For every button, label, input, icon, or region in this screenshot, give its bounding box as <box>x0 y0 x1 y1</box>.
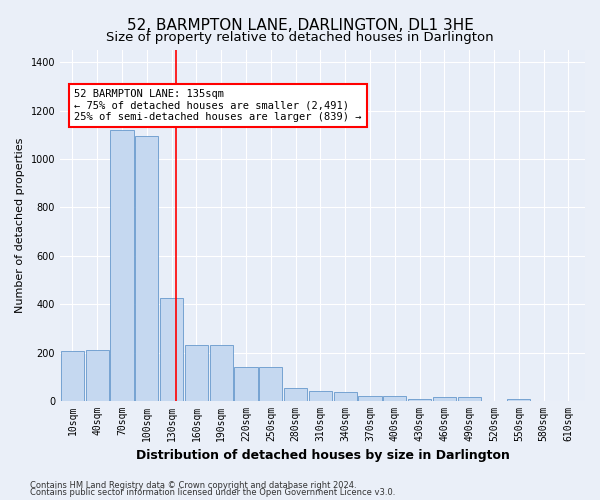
Bar <box>259 367 283 401</box>
Bar <box>408 399 431 401</box>
Bar <box>309 392 332 401</box>
X-axis label: Distribution of detached houses by size in Darlington: Distribution of detached houses by size … <box>136 450 509 462</box>
Text: 52, BARMPTON LANE, DARLINGTON, DL1 3HE: 52, BARMPTON LANE, DARLINGTON, DL1 3HE <box>127 18 473 32</box>
Bar <box>507 398 530 401</box>
Bar <box>383 396 406 401</box>
Bar <box>86 350 109 401</box>
Text: Size of property relative to detached houses in Darlington: Size of property relative to detached ho… <box>106 31 494 44</box>
Bar <box>334 392 357 401</box>
Bar <box>135 136 158 401</box>
Bar <box>160 298 183 401</box>
Bar <box>235 367 257 401</box>
Bar <box>185 346 208 401</box>
Text: Contains HM Land Registry data © Crown copyright and database right 2024.: Contains HM Land Registry data © Crown c… <box>30 480 356 490</box>
Bar <box>209 346 233 401</box>
Bar <box>458 398 481 401</box>
Text: 52 BARMPTON LANE: 135sqm
← 75% of detached houses are smaller (2,491)
25% of sem: 52 BARMPTON LANE: 135sqm ← 75% of detach… <box>74 88 362 122</box>
Y-axis label: Number of detached properties: Number of detached properties <box>15 138 25 313</box>
Bar <box>110 130 134 401</box>
Bar <box>61 352 84 401</box>
Text: Contains public sector information licensed under the Open Government Licence v3: Contains public sector information licen… <box>30 488 395 497</box>
Bar <box>284 388 307 401</box>
Bar <box>358 396 382 401</box>
Bar <box>433 398 456 401</box>
